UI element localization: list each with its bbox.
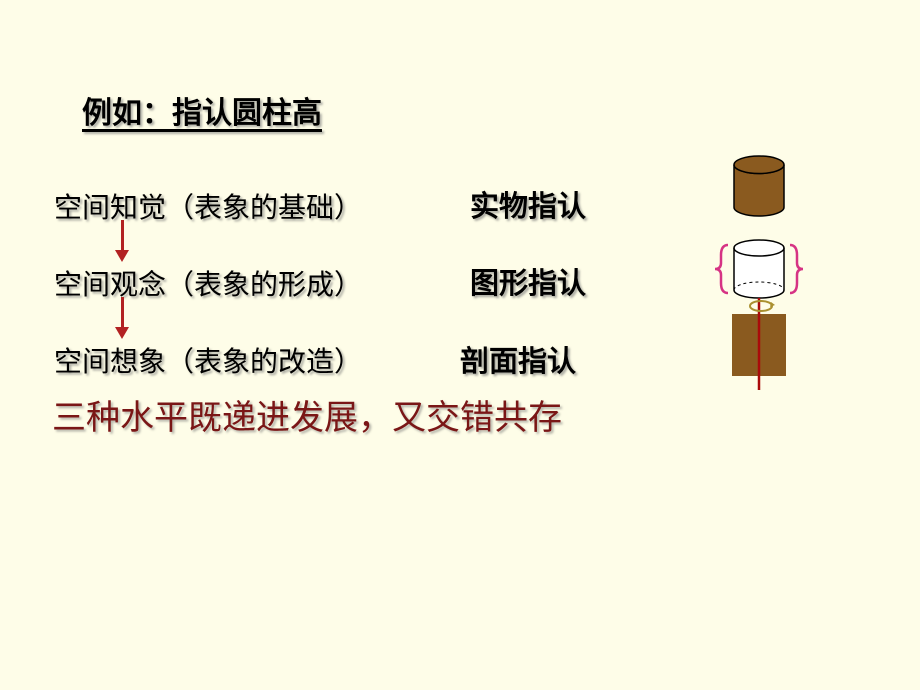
conclusion-text: 三种水平既递进发展，又交错共存 bbox=[52, 390, 562, 439]
arrow-2 bbox=[115, 297, 129, 339]
rectangle-section-illustration bbox=[720, 296, 800, 396]
arrow-1-head bbox=[115, 250, 129, 262]
arrow-2-shaft bbox=[121, 297, 124, 327]
label-section: 剖面指认 bbox=[460, 338, 576, 380]
arrow-1 bbox=[115, 220, 129, 262]
cylinder-3d-illustration bbox=[724, 146, 794, 226]
label-figure: 图形指认 bbox=[470, 260, 586, 302]
level-3-text: 空间想象（表象的改造） bbox=[54, 340, 362, 380]
level-1-text: 空间知觉（表象的基础） bbox=[54, 186, 362, 226]
label-physical: 实物指认 bbox=[470, 183, 586, 225]
level-2-text: 空间观念（表象的形成） bbox=[54, 263, 362, 303]
arrow-1-shaft bbox=[121, 220, 124, 250]
example-title: 例如：指认圆柱高 bbox=[82, 88, 322, 132]
arrow-2-head bbox=[115, 327, 129, 339]
